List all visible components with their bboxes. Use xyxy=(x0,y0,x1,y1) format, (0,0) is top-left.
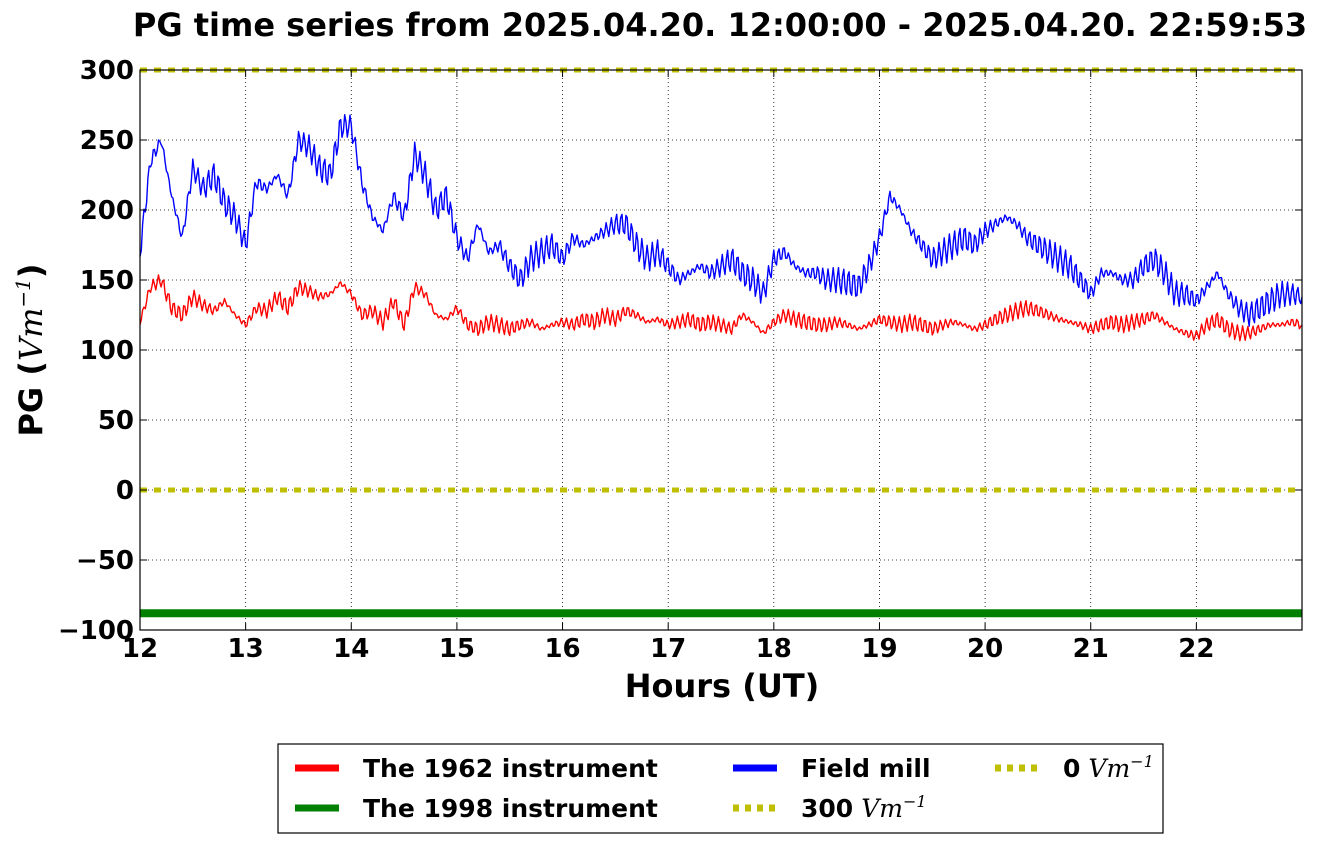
legend-box xyxy=(277,743,1164,834)
legend-label: The 1998 instrument xyxy=(363,794,658,823)
y-tick-label: −100 xyxy=(58,616,134,646)
y-tick-label: 250 xyxy=(80,126,134,156)
y-axis-label-unit: Vm xyxy=(12,308,50,361)
x-ticks: 12 13 14 15 16 17 18 19 20 21 22 xyxy=(122,70,1214,664)
x-tick-label: 13 xyxy=(228,634,264,664)
legend-label: 300 Vm−1 xyxy=(801,792,927,823)
x-tick-label: 14 xyxy=(333,634,369,664)
plot-area: 12 13 14 15 16 17 18 19 20 21 22 −100 −50 0 50 100 150 2… xyxy=(58,56,1303,664)
y-tick-label: 100 xyxy=(80,336,134,366)
y-tick-label: −50 xyxy=(76,546,134,576)
y-axis-label-close: ) xyxy=(12,263,50,278)
x-tick-label: 19 xyxy=(861,634,897,664)
y-axis-label-exponent: −1 xyxy=(11,278,35,307)
data-series xyxy=(139,113,1303,618)
x-tick-label: 15 xyxy=(439,634,475,664)
legend-label: The 1962 instrument xyxy=(363,754,658,783)
chart-title: PG time series from 2025.04.20. 12:00:00… xyxy=(133,6,1307,44)
y-axis-label-text: PG ( xyxy=(12,361,50,436)
y-tick-label: 200 xyxy=(80,196,134,226)
x-tick-label: 12 xyxy=(122,634,158,664)
y-tick-label: 300 xyxy=(80,56,134,86)
x-tick-label: 17 xyxy=(650,634,686,664)
y-tick-label: 50 xyxy=(98,406,134,436)
x-tick-label: 18 xyxy=(756,634,792,664)
x-tick-label: 16 xyxy=(544,634,580,664)
y-tick-label: 0 xyxy=(116,476,134,506)
x-tick-label: 20 xyxy=(967,634,1003,664)
y-tick-label: 150 xyxy=(80,266,134,296)
legend-items: The 1962 instrument The 1998 instrument Fi… xyxy=(295,752,1154,823)
x-tick-label: 22 xyxy=(1178,634,1214,664)
x-axis-label: Hours (UT) xyxy=(625,667,820,705)
y-axis-label: PG (Vm−1) xyxy=(11,263,50,436)
series-line-field-mill xyxy=(139,113,1303,327)
series-line-the-1962-instrument xyxy=(139,274,1303,342)
x-tick-label: 21 xyxy=(1073,634,1109,664)
legend-label: Field mill xyxy=(801,754,931,783)
y-ticks: −100 −50 0 50 100 150 200 250 300 xyxy=(58,56,1302,646)
legend-label: 0 Vm−1 xyxy=(1063,752,1154,783)
legend: The 1962 instrument The 1998 instrument Fi… xyxy=(277,743,1164,834)
